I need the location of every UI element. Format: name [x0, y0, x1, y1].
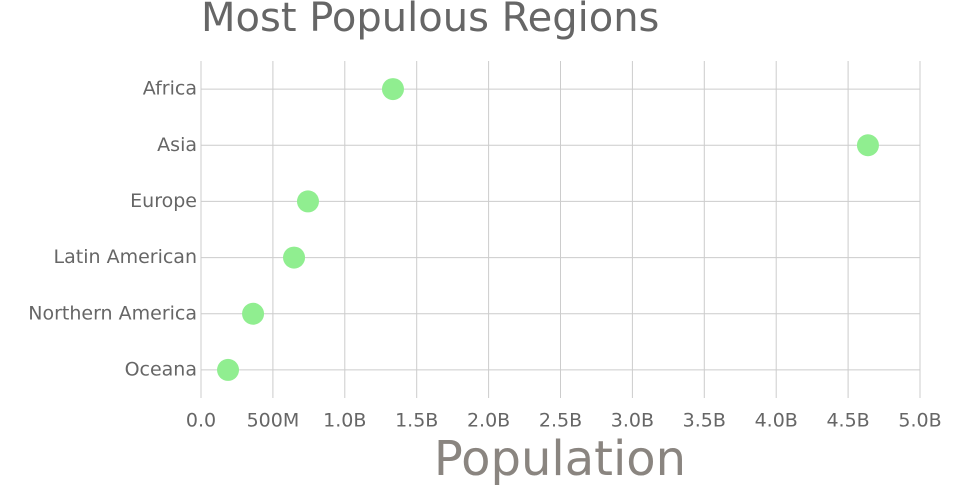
dot: [296, 190, 319, 213]
dot: [283, 246, 306, 269]
x-tick-label: 1.0B: [323, 410, 366, 432]
dot: [381, 78, 404, 101]
x-tick-label: 2.0B: [467, 410, 510, 432]
x-tick-label: 4.0B: [755, 410, 798, 432]
x-tick-label: 0.0: [186, 410, 216, 432]
x-tick-label: 3.0B: [611, 410, 654, 432]
x-tick-label: 3.5B: [683, 410, 726, 432]
x-tick-label: 4.5B: [826, 410, 869, 432]
y-tick-label: Africa: [143, 78, 197, 100]
y-tick-label: Northern America: [28, 302, 197, 324]
dot: [217, 358, 240, 381]
dot: [856, 134, 879, 157]
x-tick-label: 2.5B: [539, 410, 582, 432]
chart-title: Most Populous Regions: [201, 0, 659, 41]
x-tick-label: 500M: [247, 410, 300, 432]
x-tick-label: 1.5B: [395, 410, 438, 432]
dot: [242, 302, 265, 325]
y-tick-label: Latin American: [54, 246, 197, 268]
y-tick-label: Europe: [130, 190, 197, 212]
y-tick-label: Oceana: [125, 358, 197, 380]
y-tick-label: Asia: [157, 134, 197, 156]
x-tick-label: 5.0B: [898, 410, 941, 432]
x-axis-label: Population: [434, 431, 686, 487]
